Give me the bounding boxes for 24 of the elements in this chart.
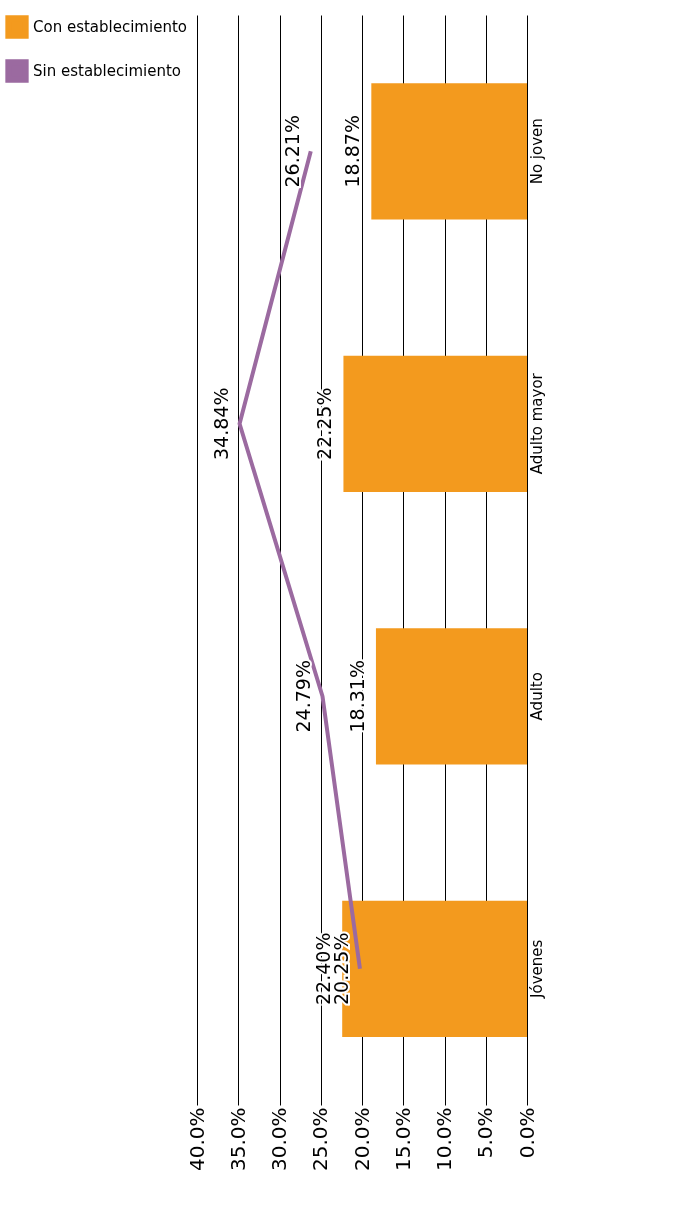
x-tick-label: 30.0%: [267, 1107, 291, 1172]
x-tick-label: 25.0%: [308, 1107, 333, 1172]
y-tick-label: Jóvenes: [527, 939, 546, 999]
x-tick-label: 10.0%: [432, 1107, 456, 1172]
legend-label: Con establecimiento: [33, 18, 187, 36]
bar: [371, 83, 527, 220]
data-label: 22.25%: [313, 387, 336, 460]
x-tick-label: 15.0%: [390, 1107, 415, 1172]
x-tick-label: 35.0%: [225, 1107, 250, 1172]
x-tick-label: 20.0%: [349, 1107, 374, 1172]
x-tick-label: 5.0%: [473, 1107, 498, 1159]
y-tick-label: No joven: [527, 118, 546, 185]
data-label: 34.84%: [209, 387, 232, 460]
x-tick-label: 40.0%: [184, 1107, 209, 1172]
data-label: 18.87%: [341, 115, 364, 188]
data-label: 26.21%: [280, 115, 303, 188]
bar: [375, 628, 527, 765]
x-tick-label: 0.0%: [514, 1107, 539, 1159]
y-tick-label: Adulto mayor: [527, 372, 546, 475]
y-tick-label: Adulto: [527, 672, 546, 721]
data-label: 18.31%: [345, 660, 368, 733]
data-label: 24.79%: [292, 660, 315, 733]
bar: [343, 355, 527, 492]
legend-label: Sin establecimiento: [33, 62, 181, 80]
